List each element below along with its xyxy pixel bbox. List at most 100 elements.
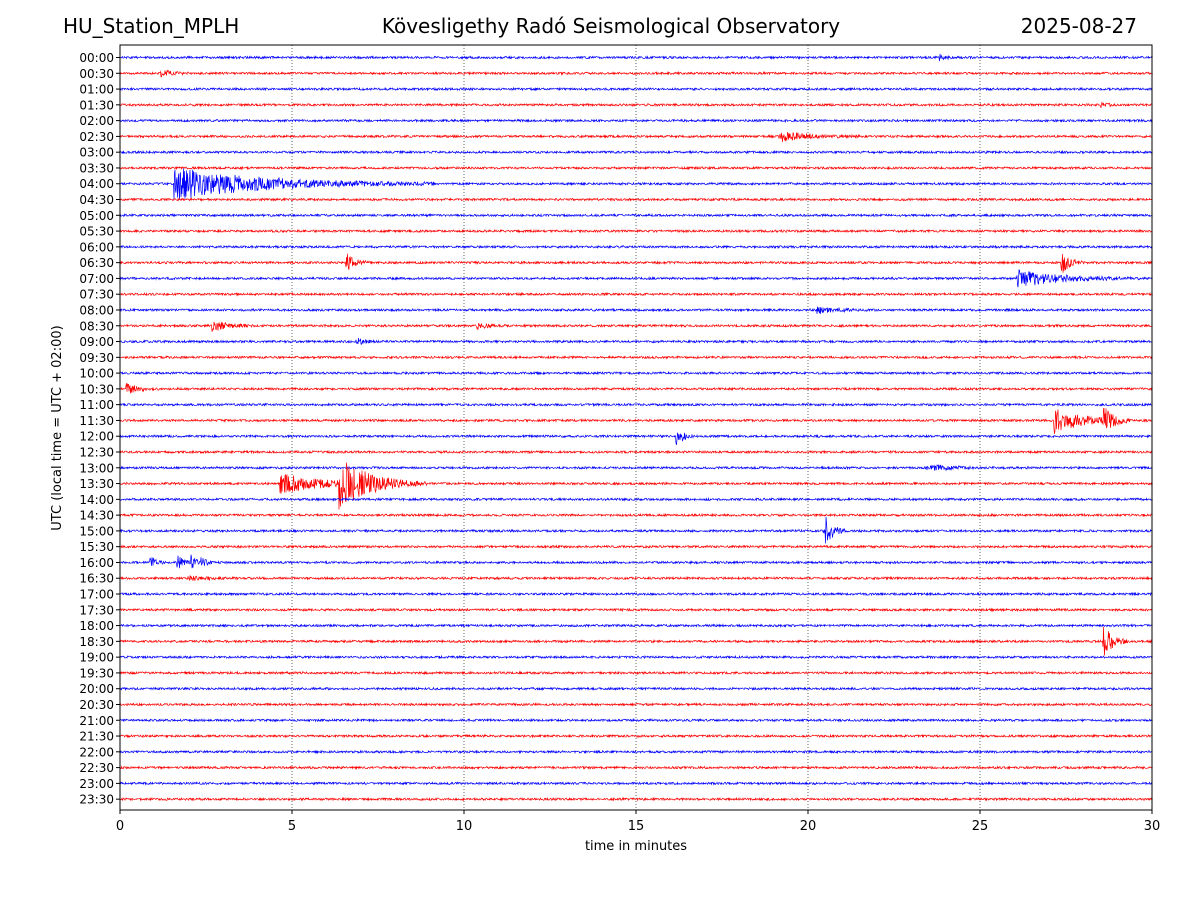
y-tick-label: 18:30 <box>79 635 114 649</box>
y-tick-label: 03:30 <box>79 161 114 175</box>
y-tick-label: 17:00 <box>79 588 114 602</box>
trace-2130 <box>119 733 1153 739</box>
trace-1930 <box>119 670 1153 676</box>
y-tick-label: 12:30 <box>79 446 114 460</box>
trace-1900 <box>119 654 1153 660</box>
trace-0200 <box>119 118 1153 124</box>
y-tick-label: 11:00 <box>79 398 114 412</box>
y-tick-label: 00:00 <box>79 51 114 65</box>
y-tick-label: 05:30 <box>79 225 114 239</box>
y-tick-label: 23:30 <box>79 793 114 807</box>
y-tick-label: 21:00 <box>79 714 114 728</box>
y-tick-label: 15:30 <box>79 540 114 554</box>
y-tick-label: 01:00 <box>79 83 114 97</box>
trace-1500 <box>119 516 1153 544</box>
y-tick-label: 13:30 <box>79 477 114 491</box>
trace-0630 <box>119 253 1153 273</box>
trace-1700 <box>119 591 1153 597</box>
trace-1430 <box>119 512 1153 518</box>
trace-2000 <box>119 686 1153 692</box>
x-tick-label: 15 <box>628 819 645 834</box>
trace-0330 <box>119 165 1153 171</box>
trace-1200 <box>119 432 1153 446</box>
x-tick-label: 25 <box>972 819 989 834</box>
trace-0800 <box>119 306 1153 314</box>
y-tick-label: 01:30 <box>79 98 114 112</box>
y-tick-label: 02:30 <box>79 130 114 144</box>
y-tick-label: 15:00 <box>79 524 114 538</box>
trace-0030 <box>119 69 1153 78</box>
y-tick-label: 06:00 <box>79 240 114 254</box>
trace-1330 <box>119 462 1153 510</box>
y-tick-label: 11:30 <box>79 414 114 428</box>
x-tick-label: 30 <box>1144 819 1161 834</box>
trace-1600 <box>120 554 1153 569</box>
trace-0300 <box>119 149 1153 155</box>
trace-2230 <box>119 765 1153 771</box>
y-tick-label: 03:00 <box>79 146 114 160</box>
y-tick-label: 05:00 <box>79 209 114 223</box>
y-tick-label: 02:00 <box>79 114 114 128</box>
y-tick-label: 04:30 <box>79 193 114 207</box>
trace-2100 <box>119 717 1153 723</box>
trace-0730 <box>119 291 1153 297</box>
y-tick-label: 07:30 <box>79 288 114 302</box>
chart-title: Kövesligethy Radó Seismological Observat… <box>381 14 841 38</box>
trace-1400 <box>119 496 1153 502</box>
trace-1230 <box>119 449 1153 455</box>
y-tick-label: 07:00 <box>79 272 114 286</box>
trace-0900 <box>119 337 1153 345</box>
grid-layer <box>291 45 981 810</box>
trace-1800 <box>119 623 1153 629</box>
y-tick-label: 10:00 <box>79 367 114 381</box>
x-tick-label: 5 <box>288 819 296 834</box>
trace-2300 <box>119 781 1153 786</box>
trace-1730 <box>119 607 1153 613</box>
y-tick-label: 06:30 <box>79 256 114 270</box>
trace-1300 <box>119 464 1153 472</box>
x-axis-label: time in minutes <box>585 839 687 854</box>
trace-0530 <box>119 228 1153 234</box>
trace-0600 <box>119 244 1153 250</box>
date-label: 2025-08-27 <box>1020 14 1137 38</box>
y-tick-label: 14:00 <box>79 493 114 507</box>
y-tick-label: 04:00 <box>79 177 114 191</box>
station-label: HU_Station_MPLH <box>63 14 240 38</box>
y-tick-label: 19:00 <box>79 651 114 665</box>
y-tick-label: 17:30 <box>79 603 114 617</box>
y-tick-label: 22:30 <box>79 761 114 775</box>
y-tick-label: 23:00 <box>79 777 114 791</box>
trace-2330 <box>119 796 1153 802</box>
trace-0430 <box>119 197 1153 202</box>
trace-1030 <box>119 383 1153 394</box>
y-tick-label: 18:00 <box>79 619 114 633</box>
x-tick-label: 10 <box>456 819 473 834</box>
trace-layer <box>119 53 1153 802</box>
trace-0930 <box>119 354 1153 360</box>
y-tick-label: 09:30 <box>79 351 114 365</box>
y-tick-label: 20:30 <box>79 698 114 712</box>
y-tick-label: 20:00 <box>79 682 114 696</box>
y-tick-label: 08:30 <box>79 319 114 333</box>
trace-0230 <box>119 132 1153 142</box>
y-tick-label: 00:30 <box>79 67 114 81</box>
trace-0500 <box>119 212 1153 218</box>
y-tick-label: 19:30 <box>79 666 114 680</box>
y-axis-label: UTC (local time = UTC + 02:00) <box>50 325 65 530</box>
trace-0400 <box>119 168 1153 201</box>
y-tick-label: 21:30 <box>79 730 114 744</box>
trace-1100 <box>119 402 1153 408</box>
y-tick-label: 16:30 <box>79 572 114 586</box>
trace-2030 <box>119 702 1153 707</box>
y-tick-label: 16:00 <box>79 556 114 570</box>
trace-2200 <box>119 749 1153 755</box>
y-tick-label: 14:30 <box>79 509 114 523</box>
trace-0100 <box>119 86 1153 92</box>
x-tick-label: 0 <box>116 819 124 834</box>
trace-0830 <box>119 321 1153 332</box>
trace-1630 <box>119 575 1153 582</box>
y-tick-label: 22:00 <box>79 745 114 759</box>
y-tick-label: 13:00 <box>79 461 114 475</box>
